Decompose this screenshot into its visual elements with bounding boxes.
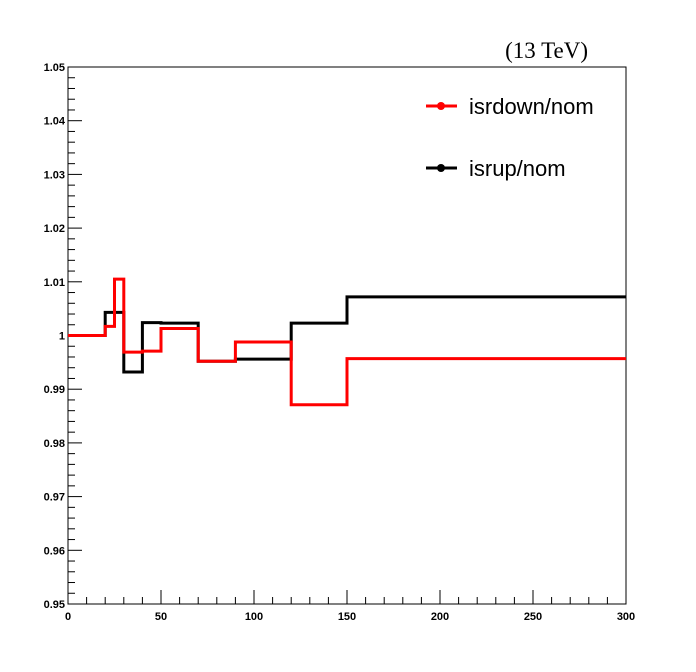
x-tick-label: 150 [338, 611, 356, 623]
y-tick-label: 0.98 [44, 438, 65, 450]
axis-ticks [67, 66, 627, 605]
y-tick-label: 1.03 [44, 169, 65, 181]
x-tick-label: 0 [65, 611, 71, 623]
y-tick-label: 0.96 [44, 545, 65, 557]
legend-marker [437, 102, 445, 110]
legend-label: isrup/nom [469, 156, 566, 181]
tick-labels: 0.95 0.96 0.97 0.98 0.99 1 1.01 1.02 1.03 1.04 1.0… [44, 62, 636, 623]
energy-label: (13 TeV) [505, 38, 588, 63]
legend-marker [437, 164, 445, 172]
x-tick-label: 200 [431, 611, 449, 623]
y-tick-label: 1 [59, 331, 65, 343]
series-layer [68, 277, 626, 407]
x-tick-label: 50 [155, 611, 167, 623]
y-tick-label: 1.05 [44, 62, 65, 74]
y-tick-label: 0.95 [44, 599, 65, 611]
legend: isrdown/nom isrup/nom [426, 94, 594, 181]
x-tick-label: 300 [617, 611, 635, 623]
y-tick-label: 1.04 [44, 116, 66, 128]
y-tick-label: 1.01 [44, 277, 65, 289]
x-tick-label: 100 [245, 611, 263, 623]
x-tick-label: 250 [524, 611, 542, 623]
plot-frame [67, 66, 627, 605]
series-line-isrdown-nom [68, 277, 626, 407]
y-tick-label: 0.97 [44, 492, 65, 504]
y-tick-label: 1.02 [44, 223, 65, 235]
y-tick-label: 0.99 [44, 384, 65, 396]
legend-label: isrdown/nom [469, 94, 594, 119]
